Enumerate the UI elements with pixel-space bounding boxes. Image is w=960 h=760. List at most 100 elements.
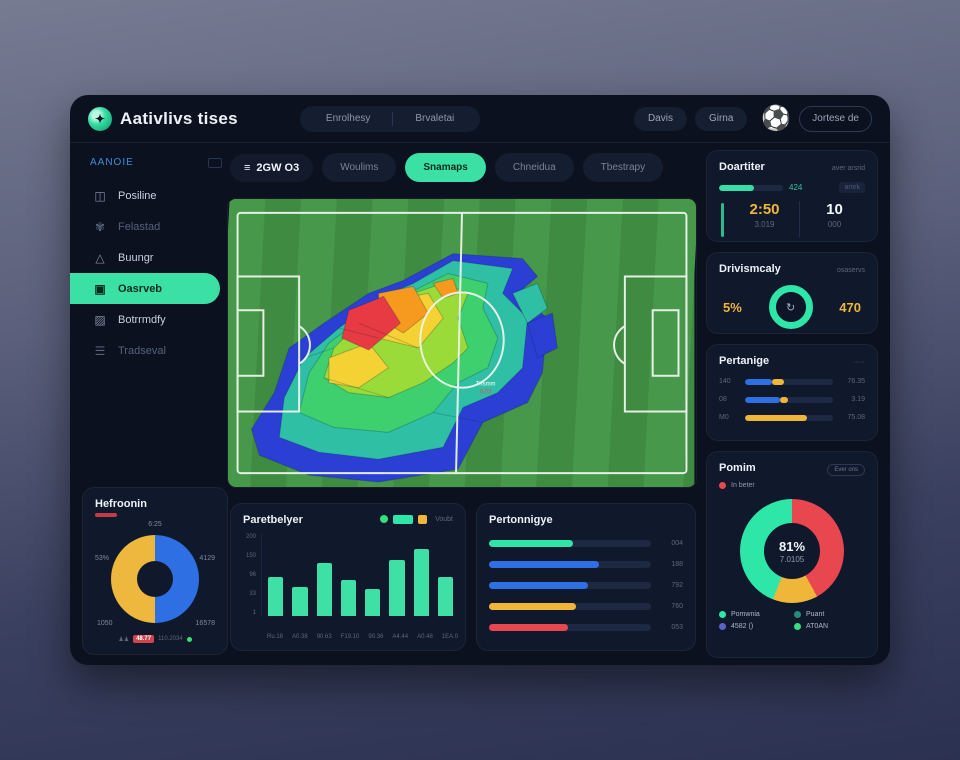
sidebar-section-label: AANOIE	[90, 157, 134, 168]
bar-value: 004	[671, 540, 683, 547]
card2-left-value: 5%	[723, 299, 742, 315]
donut-center-value: 81%	[778, 538, 806, 554]
bar-value: 792	[671, 582, 683, 589]
sidebar-item-tradseval[interactable]: ☰ Tradseval	[82, 335, 230, 366]
pawn-icons: ♟♟	[118, 636, 130, 643]
nav-divider	[392, 111, 394, 126]
legend-dot-icon	[719, 623, 726, 630]
bar	[316, 534, 332, 616]
legend-item-label: Puant	[806, 611, 825, 618]
red-dot-icon	[719, 482, 726, 489]
bottom-left-title: Hefroonin	[95, 498, 147, 510]
sidebar-item-posiline[interactable]: ◫ Posiline	[82, 180, 230, 211]
legend-yellow-square	[418, 514, 428, 524]
filter-tab-woulims[interactable]: Woulims	[322, 153, 397, 182]
bar	[365, 534, 381, 616]
donut-label-left: 53%	[95, 555, 110, 562]
chart-icon: ▨	[94, 312, 106, 327]
stat-card-efficiency: Drivismcaly osaservs 5% ↻ 470	[706, 252, 878, 334]
heatmap-overlay	[250, 253, 558, 483]
users-icon: ◫	[94, 188, 106, 203]
profile-button[interactable]: Jortese de	[799, 105, 872, 132]
pitch-svg: Trismm 0.03	[228, 199, 696, 487]
metric-label: 08	[719, 396, 727, 403]
legend-item-label: Pomwnia	[731, 611, 760, 618]
divider	[799, 201, 800, 237]
possession-donut-chart: 81% 7.0105	[740, 499, 844, 603]
performance-bar-row: 188	[489, 561, 683, 568]
performance-bars: 004 188 792 760 053	[489, 540, 683, 631]
footer-badge: 48.77	[133, 635, 155, 643]
sidebar-item-buungr[interactable]: △ Buungr	[82, 242, 230, 273]
metric-track	[745, 414, 833, 421]
card1-sub-1: 3.019	[754, 220, 775, 229]
app-title: Aativlivs tises	[120, 108, 238, 128]
card1-progress-label: 424	[789, 183, 803, 192]
card2-subtitle: osaservs	[836, 267, 865, 274]
logo-swirl-icon: ✦	[88, 106, 112, 131]
metric-track	[745, 378, 833, 385]
donut-label-top: 6:25	[148, 521, 162, 528]
progress-ring-icon: ↻	[768, 285, 813, 329]
bottom-mid-title: Paretbelyer	[243, 514, 303, 526]
sidebar-item-felastad[interactable]: ✾ Felastad	[82, 211, 230, 242]
filter-tabs: Woulims Snamaps Chneidua Tbestrapy	[322, 153, 664, 182]
donut-label-right: 4129	[199, 555, 215, 562]
performance-bar-row: 792	[489, 582, 683, 589]
bottom-right-title: Pertonnigye	[489, 514, 553, 526]
matchday-label: 2GW O3	[256, 161, 300, 174]
legend-item: Pomwnia	[719, 611, 790, 618]
card4-legend: Pomwnia Puant 4582 () AT0AN	[719, 611, 865, 630]
refresh-icon: ↻	[785, 301, 796, 314]
metric-track	[745, 396, 833, 403]
header-action-button-2[interactable]: Girna	[694, 106, 748, 131]
filter-tab-snamaps[interactable]: Snamaps	[405, 153, 486, 182]
stat-card-duration: Doartiter aver arsrid 424 amrk 2:50 3.01…	[706, 150, 878, 242]
matchday-chip[interactable]: ≡ 2GW O3	[230, 153, 314, 182]
split-donut-chart	[111, 535, 199, 623]
donut-label-bottom-right: 16578	[195, 620, 215, 627]
bar	[437, 534, 453, 616]
sidebar-collapse-icon[interactable]	[208, 157, 222, 168]
bottom-left-footer: ♟♟ 48.77 110.2034	[95, 635, 215, 643]
list-icon: ☰	[94, 343, 106, 358]
sidebar-items: ◫ Posiline ✾ Felastad △ Buungr ▣ Oasrveb ▨ Botrrm…	[70, 180, 230, 366]
card1-mini-label: amrk	[839, 182, 865, 193]
performance-bar-row: 760	[489, 603, 683, 610]
filter-tab-tbestrapy[interactable]: Tbestrapy	[582, 153, 664, 182]
donut-center-sub: 7.0105	[779, 554, 805, 564]
metric-label: 140	[719, 378, 731, 385]
metric-bar-row: 140 76.35	[719, 378, 865, 385]
performance-bars-card: Pertonnigye 004 188 792 760 053	[476, 503, 696, 651]
sidebar-item-label: Oasrveb	[118, 282, 163, 295]
card4-badge[interactable]: Ever ons	[827, 464, 865, 476]
app-header: ✦ Aativlivs tises Enrolhesy Brvaletai Da…	[70, 95, 890, 143]
card4-top-legend: In beter	[731, 482, 755, 489]
soccer-ball-icon: ⚽	[761, 104, 792, 132]
card4-title: Pomim	[719, 462, 756, 474]
bar-track	[489, 561, 651, 568]
sidebar-item-oasrveb[interactable]: ▣ Oasrveb	[70, 273, 220, 304]
bar-track	[489, 540, 651, 547]
header-nav-item-2[interactable]: Brvaletai	[415, 113, 455, 124]
menu-icon: ≡	[244, 161, 251, 174]
legend-item: 4582 ()	[719, 623, 790, 630]
bar-value: 188	[671, 561, 683, 568]
legend-item-label: 4582 ()	[731, 623, 754, 630]
card2-title: Drivismcaly	[719, 263, 781, 275]
player-bars-card: Paretbelyer Voubt 200 150 96 33 1 Ru.18 A0.38…	[230, 503, 466, 651]
card1-progress-bar	[719, 184, 783, 191]
field-annotation: Trismm	[476, 382, 496, 388]
bar-chart-legend: Voubt	[380, 514, 453, 524]
filter-tab-chneidua[interactable]: Chneidua	[494, 153, 574, 182]
header-action-button-1[interactable]: Davis	[633, 106, 687, 131]
metric-label: M0	[719, 414, 729, 421]
header-nav-item-1[interactable]: Enrolhesy	[325, 113, 371, 124]
performance-bar-row: 053	[489, 624, 683, 631]
bar-track	[489, 624, 651, 631]
sidebar-item-botrrmdfy[interactable]: ▨ Botrrmdfy	[82, 304, 230, 335]
pitch-heatmap[interactable]: Trismm 0.03	[228, 199, 696, 487]
bar-track	[489, 603, 651, 610]
green-dot-icon	[186, 636, 192, 642]
